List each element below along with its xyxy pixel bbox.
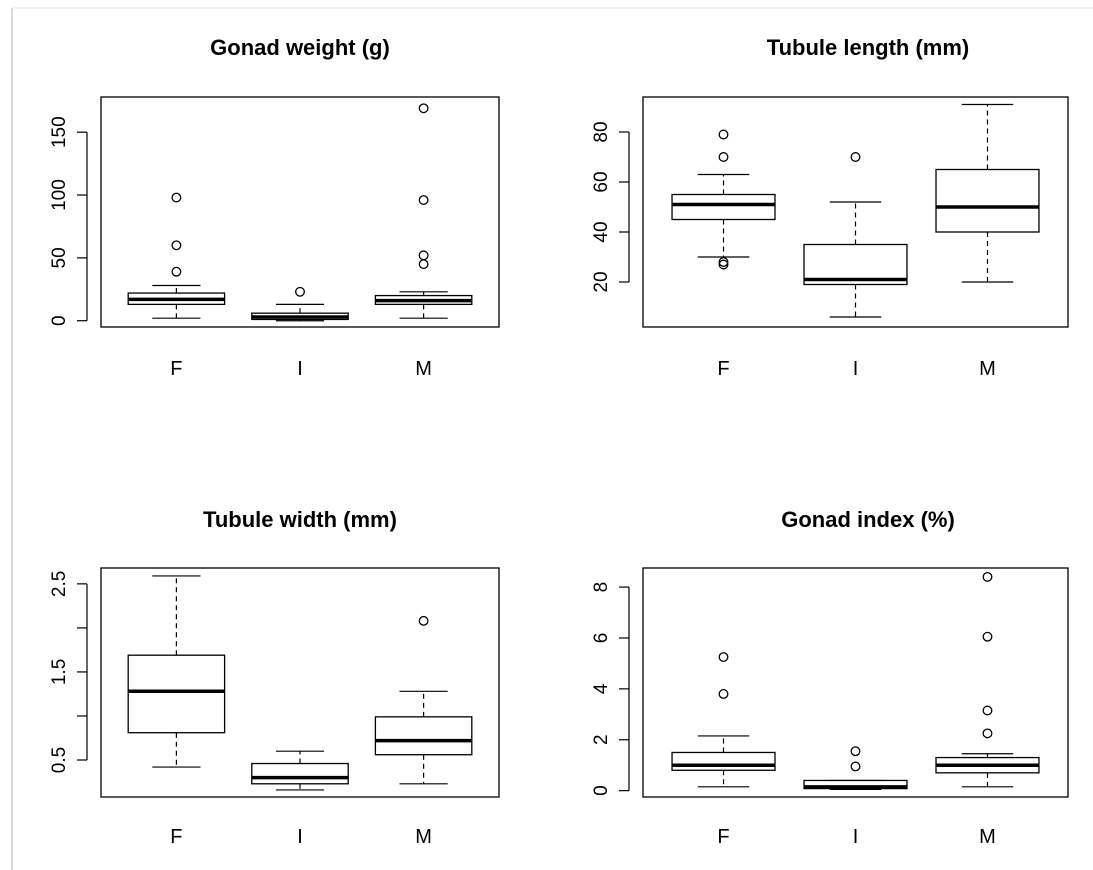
gonad-weight-title: Gonad weight (g)	[210, 35, 390, 60]
tubule-length-y-tick-label: 40	[591, 221, 612, 242]
tubule-length-box-M	[935, 103, 1040, 283]
outlier-point	[418, 195, 429, 206]
interquartile-box	[935, 168, 1040, 233]
outlier-point	[850, 761, 861, 772]
gonad-index-y-tick-label: 2	[591, 734, 612, 745]
gonad-index-category-label: I	[853, 826, 859, 848]
gonad-index-y-tick-label: 0	[591, 785, 612, 796]
outlier-point	[718, 129, 729, 140]
gonad-index-plot-frame	[642, 567, 1069, 798]
outlier-point	[982, 571, 993, 582]
tubule-length-y-tick-label: 60	[591, 171, 612, 192]
tubule-width-title: Tubule width (mm)	[203, 507, 397, 532]
gonad-index-category-label: F	[717, 826, 729, 848]
tubule-length-box-F	[671, 129, 776, 270]
gonad-weight-y-tick-label: 100	[49, 179, 70, 211]
tubule-length-panel: Tubule length (mm) 20 40 60 80 F I M	[591, 35, 1069, 380]
tubule-width-y-tick-label: 2.5	[49, 571, 70, 597]
gonad-weight-category-label: M	[415, 358, 432, 380]
outlier-point	[418, 103, 429, 114]
outlier-point	[982, 705, 993, 716]
gonad-weight-category-label: F	[170, 358, 182, 380]
outlier-point	[982, 728, 993, 739]
gonad-index-title: Gonad index (%)	[781, 507, 955, 532]
outlier-point	[418, 259, 429, 270]
gonad-index-y-tick-label: 6	[591, 633, 612, 644]
outlier-point	[718, 689, 729, 699]
gonad-index-box-I	[803, 746, 908, 790]
tubule-length-y-tick-label: 20	[591, 271, 612, 292]
gonad-index-category-label: M	[979, 826, 996, 848]
outlier-point	[171, 192, 182, 203]
outlier-point	[718, 152, 729, 162]
tubule-length-category-label: F	[717, 358, 729, 380]
tubule-width-panel: Tubule width (mm) 0.5 1.5 2.5 F I M	[49, 507, 500, 848]
tubule-width-box-I	[251, 750, 349, 791]
gonad-weight-category-label: I	[297, 358, 303, 380]
tubule-length-category-label: I	[853, 358, 859, 380]
gonad-index-box-F	[671, 652, 776, 788]
outlier-point	[418, 615, 429, 626]
outlier-point	[718, 259, 729, 270]
tubule-width-category-label: F	[170, 826, 182, 848]
outlier-point	[718, 257, 729, 267]
outlier-point	[982, 631, 993, 642]
outlier-point	[850, 152, 861, 162]
gonad-weight-box-I	[251, 286, 349, 322]
outlier-point	[171, 240, 182, 251]
tubule-length-title: Tubule length (mm)	[767, 35, 969, 60]
tubule-width-category-label: I	[297, 826, 303, 848]
tubule-length-y-tick-label: 80	[591, 121, 612, 142]
interquartile-box	[803, 779, 908, 790]
outlier-point	[418, 250, 429, 261]
tubule-width-plot-frame	[100, 567, 500, 798]
gonad-weight-y-tick-label: 50	[49, 247, 70, 268]
gonad-weight-box-M	[374, 103, 473, 319]
gonad-index-y-tick-label: 8	[591, 582, 612, 593]
tubule-length-plot-frame	[642, 96, 1069, 328]
gonad-weight-y-tick-label: 150	[49, 116, 70, 148]
gonad-index-box-M	[935, 571, 1040, 788]
tubule-width-box-M	[374, 615, 473, 785]
interquartile-box	[671, 193, 776, 221]
gonad-index-y-tick-label: 4	[591, 683, 612, 694]
gonad-weight-panel: Gonad weight (g) 0 50 100 150 F I M	[49, 35, 500, 380]
tubule-length-category-label: M	[979, 358, 996, 380]
tubule-width-y-tick-label: 1.5	[49, 659, 70, 685]
tubule-length-box-I	[803, 152, 908, 318]
interquartile-box	[374, 716, 473, 756]
interquartile-box	[251, 762, 349, 785]
tubule-width-box-F	[127, 575, 226, 768]
outlier-point	[295, 286, 305, 297]
interquartile-box	[671, 751, 776, 771]
gonad-weight-plot-frame	[100, 96, 500, 328]
interquartile-box	[127, 654, 226, 734]
gonad-weight-y-tick-label: 0	[49, 315, 70, 326]
outlier-point	[171, 266, 182, 277]
tubule-width-category-label: M	[415, 826, 432, 848]
tubule-width-y-tick-label: 0.5	[49, 747, 70, 773]
gonad-weight-box-F	[127, 192, 226, 319]
gonad-index-panel: Gonad index (%) 0 2 4 6 8 F I M	[591, 507, 1069, 848]
outlier-point	[718, 652, 729, 663]
outlier-point	[850, 746, 861, 757]
